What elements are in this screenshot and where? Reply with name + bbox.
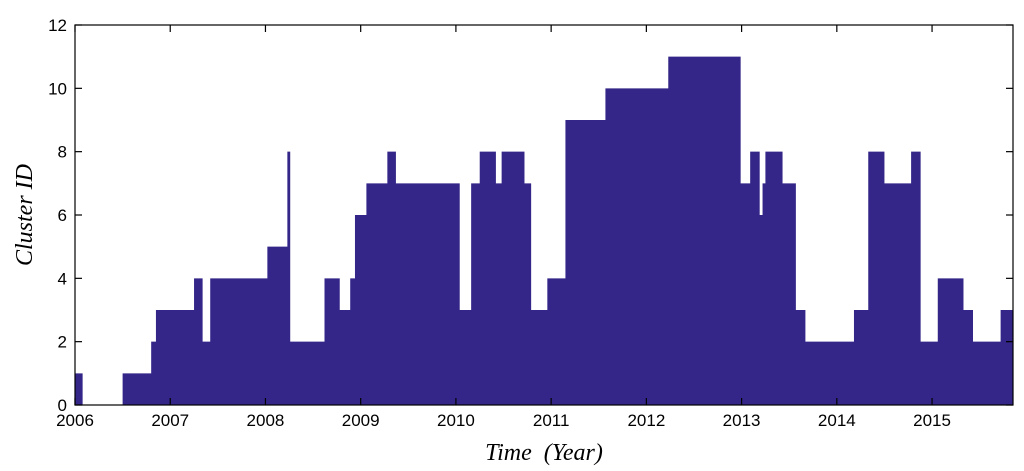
x-tick-label: 2015 xyxy=(913,411,951,430)
y-tick-label: 12 xyxy=(48,16,67,35)
x-tick-label: 2010 xyxy=(437,411,475,430)
cluster-area-series-0 xyxy=(75,56,1013,406)
y-tick-label: 6 xyxy=(58,206,67,225)
x-axis-title: Time (Year) xyxy=(485,440,603,466)
y-tick-label: 0 xyxy=(58,396,67,415)
x-tick-label: 2013 xyxy=(723,411,761,430)
tick-layer: 2006 2007 2008 2009 2010 2011 2012 2013 2014 2015… xyxy=(48,16,1013,430)
y-tick-label: 4 xyxy=(58,269,67,288)
x-tick-label: 2014 xyxy=(818,411,856,430)
area-layer xyxy=(75,56,1013,406)
x-tick-label: 2008 xyxy=(247,411,285,430)
y-axis-title: Cluster ID xyxy=(12,164,38,266)
y-tick-label: 8 xyxy=(58,143,67,162)
y-tick-label: 2 xyxy=(58,333,67,352)
x-tick-label: 2007 xyxy=(151,411,189,430)
x-tick-label: 2012 xyxy=(627,411,665,430)
x-tick-label: 2009 xyxy=(342,411,380,430)
y-tick-label: 10 xyxy=(48,79,67,98)
x-tick-label: 2011 xyxy=(533,411,570,430)
x-tick-label: 2006 xyxy=(56,411,94,430)
